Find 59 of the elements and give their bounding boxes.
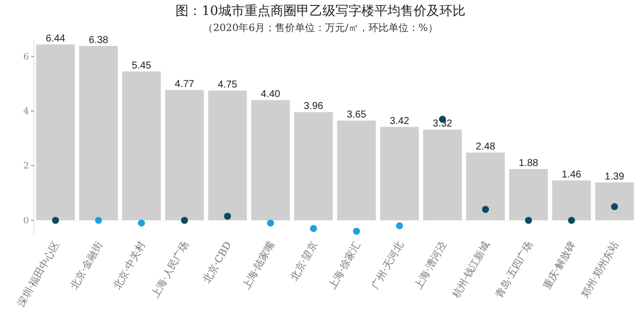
x-tick-label: 重庆·解放碑	[541, 240, 578, 292]
data-label: 4.75	[218, 80, 238, 91]
data-label: 3.42	[390, 116, 410, 127]
x-tick-label: 杭州·钱江新城	[450, 240, 492, 302]
bar	[208, 90, 247, 220]
bar	[36, 44, 75, 220]
chart-subtitle: （2020年6月；售价单位：万元/㎡，环比单位：%）	[203, 22, 438, 34]
data-label: 4.40	[260, 89, 281, 100]
data-label: 3.65	[346, 110, 367, 121]
x-tick-label: 广州·天河北	[369, 240, 406, 292]
bar	[294, 112, 333, 220]
x-tick-label: 青岛·五四广场	[493, 240, 536, 300]
x-tick-label: 深圳·福田中心区	[15, 240, 62, 309]
data-label: 3.96	[304, 101, 324, 112]
point	[138, 220, 145, 227]
bar	[509, 168, 548, 220]
x-tick-label: 上海·人民广场	[149, 240, 192, 300]
x-tick-label: 北京·望京	[288, 240, 320, 283]
x-tick-label: 北京·中关村	[111, 240, 148, 292]
data-label: 1.46	[562, 169, 582, 180]
point	[525, 216, 532, 224]
chart-title: 图：10城市重点商圈甲乙级写字楼平均售价及环比	[176, 3, 466, 19]
data-label: 1.88	[518, 158, 539, 169]
data-label: 6.44	[46, 33, 66, 44]
bar	[79, 46, 118, 220]
point	[267, 220, 274, 227]
bar	[165, 90, 204, 220]
point	[396, 222, 403, 230]
point	[310, 225, 317, 232]
data-label: 1.39	[604, 171, 625, 182]
point	[52, 216, 59, 224]
y-tick-label: 4	[23, 107, 30, 118]
point	[95, 216, 102, 224]
point	[181, 216, 188, 224]
bar	[423, 130, 462, 220]
y-tick-label: 0	[23, 216, 30, 226]
x-tick-label: 上海·徐家汇	[326, 240, 364, 292]
x-tick-label: 郑州·郑州东站	[579, 240, 622, 300]
y-tick-label: 2	[23, 162, 29, 172]
bar	[380, 126, 419, 220]
x-tick-label: 北京·金融街	[68, 240, 106, 292]
point	[224, 212, 231, 220]
data-label: 4.77	[174, 79, 195, 90]
bar	[552, 180, 591, 220]
data-label: 2.48	[476, 142, 496, 153]
point	[568, 216, 575, 224]
bar	[337, 120, 376, 220]
bar	[122, 71, 161, 220]
data-label: 5.45	[132, 60, 152, 72]
x-tick-label: 上海·漕河泾	[412, 240, 450, 292]
bar	[595, 182, 634, 220]
bar	[251, 100, 290, 220]
y-tick-label: 6	[23, 52, 30, 62]
data-label: 6.38	[88, 35, 109, 46]
point	[611, 203, 618, 210]
x-tick-label: 上海·陆家嘴	[240, 240, 278, 292]
point	[482, 206, 489, 213]
bar	[466, 152, 505, 220]
point	[353, 228, 360, 235]
